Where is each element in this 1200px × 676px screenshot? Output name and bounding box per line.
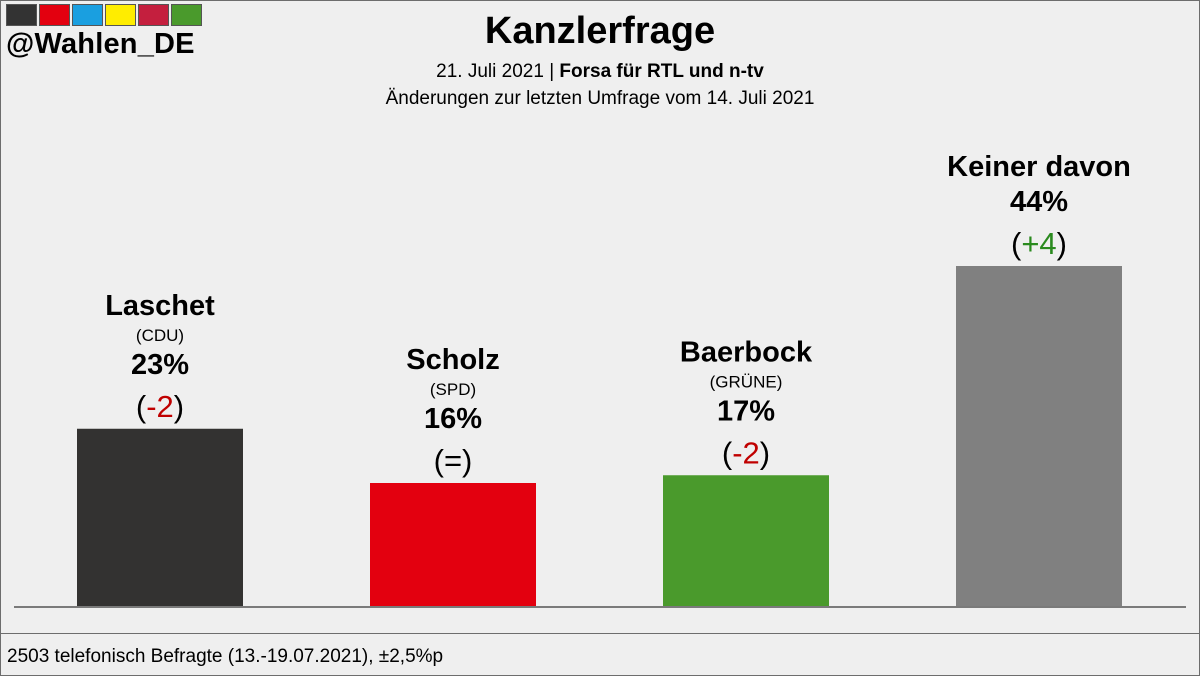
change-value: -2 xyxy=(146,389,174,424)
category-label: Scholz xyxy=(406,344,499,376)
category-label: Baerbock xyxy=(680,336,813,368)
brand-swatch xyxy=(6,4,37,26)
value-label: 17% xyxy=(717,395,775,427)
bar xyxy=(956,266,1122,607)
change-value: = xyxy=(444,443,462,478)
change-label: (=) xyxy=(434,443,473,478)
brand-swatch xyxy=(39,4,70,26)
subtitle-separator: | xyxy=(549,61,555,82)
footer-note: 2503 telefonisch Befragte (13.-19.07.202… xyxy=(7,646,444,667)
brand-swatch xyxy=(72,4,103,26)
change-value: -2 xyxy=(732,435,760,470)
bar xyxy=(77,428,243,607)
category-label: Keiner davon xyxy=(947,151,1131,183)
brand-color-strip xyxy=(6,4,202,26)
party-label: (CDU) xyxy=(136,326,184,345)
footer: 2503 telefonisch Befragte (13.-19.07.202… xyxy=(0,633,1200,676)
change-label: (+4) xyxy=(1011,226,1067,261)
bar xyxy=(663,475,829,607)
brand-handle: @Wahlen_DE xyxy=(6,28,195,60)
value-label: 44% xyxy=(1010,186,1068,218)
party-label: (SPD) xyxy=(430,380,476,399)
category-label: Laschet xyxy=(105,290,215,322)
chart-subtitle: 21. Juli 2021 | Forsa für RTL und n-tv xyxy=(0,61,1200,83)
value-label: 23% xyxy=(131,349,189,381)
brand-swatch xyxy=(105,4,136,26)
brand-swatch xyxy=(138,4,169,26)
poll-source: Forsa für RTL und n-tv xyxy=(559,61,764,82)
change-value: +4 xyxy=(1021,226,1056,261)
comparison-note: Änderungen zur letzten Umfrage vom 14. J… xyxy=(385,88,815,109)
value-label: 16% xyxy=(424,403,482,435)
change-label: (-2) xyxy=(722,435,770,470)
chart-title: Kanzlerfrage xyxy=(484,10,716,52)
poll-date: 21. Juli 2021 xyxy=(436,61,544,82)
brand-swatch xyxy=(171,4,202,26)
change-label: (-2) xyxy=(136,389,184,424)
bar xyxy=(370,483,536,607)
party-label: (GRÜNE) xyxy=(710,372,783,391)
